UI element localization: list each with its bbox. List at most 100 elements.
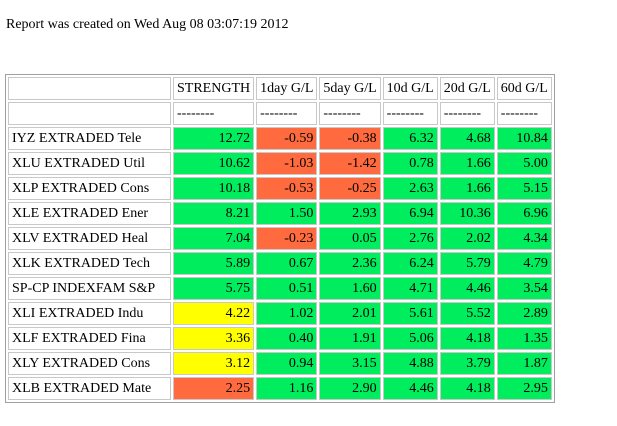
value-cell-5day-g-l: 2.93 [319, 202, 381, 225]
value-cell-1day-g-l: -0.59 [256, 127, 318, 150]
value-cell-60d-g-l: 5.15 [496, 177, 552, 200]
table-row: XLF EXTRADED Fina 3.36 0.40 1.91 5.06 4.18 1.3… [8, 327, 552, 350]
value-cell-1day-g-l: 0.67 [256, 252, 318, 275]
value-cell-60d-g-l: 4.34 [496, 227, 552, 250]
header-row: STRENGTH 1day G/L 5day G/L 10d G/L 20d G… [8, 77, 552, 100]
value-cell-5day-g-l: -0.25 [319, 177, 381, 200]
row-symbol-name: XLE EXTRADED Ener [8, 202, 171, 225]
value-cell-5day-g-l: 1.91 [319, 327, 381, 350]
value-cell-10d-g-l: 4.71 [382, 277, 438, 300]
value-cell-strength: 10.62 [173, 152, 255, 175]
value-cell-5day-g-l: 2.01 [319, 302, 381, 325]
value-cell-1day-g-l: 0.51 [256, 277, 318, 300]
separator-row: -------- -------- -------- -------- ----… [8, 102, 552, 125]
value-cell-10d-g-l: 6.32 [382, 127, 438, 150]
value-cell-60d-g-l: 10.84 [496, 127, 552, 150]
value-cell-1day-g-l: -0.23 [256, 227, 318, 250]
value-cell-60d-g-l: 2.95 [496, 377, 552, 400]
separator-cell: -------- [256, 102, 318, 125]
row-symbol-name: XLK EXTRADED Tech [8, 252, 171, 275]
row-symbol-name: XLU EXTRADED Util [8, 152, 171, 175]
value-cell-20d-g-l: 4.46 [439, 277, 495, 300]
value-cell-60d-g-l: 1.87 [496, 352, 552, 375]
header-20d: 20d G/L [439, 77, 495, 100]
value-cell-strength: 4.22 [173, 302, 255, 325]
value-cell-10d-g-l: 2.63 [382, 177, 438, 200]
row-symbol-name: XLI EXTRADED Indu [8, 302, 171, 325]
value-cell-strength: 12.72 [173, 127, 255, 150]
value-cell-strength: 5.89 [173, 252, 255, 275]
table-row: SP-CP INDEXFAM S&P 5.75 0.51 1.60 4.71 4.46 3.… [8, 277, 552, 300]
value-cell-5day-g-l: 1.60 [319, 277, 381, 300]
header-1day: 1day G/L [256, 77, 318, 100]
value-cell-5day-g-l: 0.05 [319, 227, 381, 250]
value-cell-5day-g-l: 2.36 [319, 252, 381, 275]
value-cell-strength: 3.36 [173, 327, 255, 350]
separator-cell: -------- [382, 102, 438, 125]
value-cell-strength: 10.18 [173, 177, 255, 200]
value-cell-60d-g-l: 1.35 [496, 327, 552, 350]
table-row: XLK EXTRADED Tech 5.89 0.67 2.36 6.24 5.79 4.7… [8, 252, 552, 275]
row-symbol-name: XLF EXTRADED Fina [8, 327, 171, 350]
header-60d: 60d G/L [496, 77, 552, 100]
value-cell-5day-g-l: 2.90 [319, 377, 381, 400]
table-row: XLI EXTRADED Indu 4.22 1.02 2.01 5.61 5.52 2.8… [8, 302, 552, 325]
value-cell-20d-g-l: 4.68 [439, 127, 495, 150]
value-cell-10d-g-l: 0.78 [382, 152, 438, 175]
value-cell-10d-g-l: 4.46 [382, 377, 438, 400]
table-row: XLV EXTRADED Heal 7.04 -0.23 0.05 2.76 2.02 4.… [8, 227, 552, 250]
value-cell-20d-g-l: 4.18 [439, 377, 495, 400]
value-cell-strength: 5.75 [173, 277, 255, 300]
report-created-text: Report was created on Wed Aug 08 03:07:1… [6, 17, 289, 32]
value-cell-1day-g-l: -1.03 [256, 152, 318, 175]
row-symbol-name: XLY EXTRADED Cons [8, 352, 171, 375]
value-cell-20d-g-l: 4.18 [439, 327, 495, 350]
header-corner-cell [8, 77, 171, 100]
value-cell-60d-g-l: 4.79 [496, 252, 552, 275]
value-cell-strength: 7.04 [173, 227, 255, 250]
separator-cell: -------- [319, 102, 381, 125]
performance-table: STRENGTH 1day G/L 5day G/L 10d G/L 20d G… [5, 74, 555, 403]
value-cell-60d-g-l: 2.89 [496, 302, 552, 325]
value-cell-10d-g-l: 2.76 [382, 227, 438, 250]
separator-cell: -------- [173, 102, 255, 125]
table-row: IYZ EXTRADED Tele 12.72 -0.59 -0.38 6.32 4.68… [8, 127, 552, 150]
value-cell-5day-g-l: -1.42 [319, 152, 381, 175]
value-cell-20d-g-l: 1.66 [439, 152, 495, 175]
row-symbol-name: XLP EXTRADED Cons [8, 177, 171, 200]
value-cell-20d-g-l: 5.79 [439, 252, 495, 275]
row-symbol-name: IYZ EXTRADED Tele [8, 127, 171, 150]
value-cell-10d-g-l: 5.61 [382, 302, 438, 325]
header-10d: 10d G/L [382, 77, 438, 100]
value-cell-strength: 2.25 [173, 377, 255, 400]
value-cell-1day-g-l: 1.16 [256, 377, 318, 400]
value-cell-10d-g-l: 4.88 [382, 352, 438, 375]
value-cell-5day-g-l: 3.15 [319, 352, 381, 375]
table-row: XLY EXTRADED Cons 3.12 0.94 3.15 4.88 3.79 1.8… [8, 352, 552, 375]
value-cell-5day-g-l: -0.38 [319, 127, 381, 150]
row-symbol-name: XLV EXTRADED Heal [8, 227, 171, 250]
value-cell-1day-g-l: 0.94 [256, 352, 318, 375]
header-strength: STRENGTH [173, 77, 255, 100]
row-symbol-name: XLB EXTRADED Mate [8, 377, 171, 400]
table-row: XLU EXTRADED Util 10.62 -1.03 -1.42 0.78 1.66… [8, 152, 552, 175]
table-row: XLP EXTRADED Cons 10.18 -0.53 -0.25 2.63 1.66… [8, 177, 552, 200]
row-symbol-name: SP-CP INDEXFAM S&P [8, 277, 171, 300]
value-cell-20d-g-l: 5.52 [439, 302, 495, 325]
value-cell-20d-g-l: 3.79 [439, 352, 495, 375]
value-cell-20d-g-l: 2.02 [439, 227, 495, 250]
value-cell-1day-g-l: 0.40 [256, 327, 318, 350]
table-body: IYZ EXTRADED Tele 12.72 -0.59 -0.38 6.32 4.68… [8, 127, 552, 400]
value-cell-1day-g-l: -0.53 [256, 177, 318, 200]
value-cell-1day-g-l: 1.50 [256, 202, 318, 225]
separator-cell: -------- [496, 102, 552, 125]
value-cell-20d-g-l: 1.66 [439, 177, 495, 200]
separator-corner-cell [8, 102, 171, 125]
value-cell-strength: 3.12 [173, 352, 255, 375]
table-row: XLB EXTRADED Mate 2.25 1.16 2.90 4.46 4.18 2.9… [8, 377, 552, 400]
value-cell-60d-g-l: 3.54 [496, 277, 552, 300]
separator-cell: -------- [439, 102, 495, 125]
value-cell-10d-g-l: 5.06 [382, 327, 438, 350]
value-cell-10d-g-l: 6.94 [382, 202, 438, 225]
value-cell-60d-g-l: 6.96 [496, 202, 552, 225]
